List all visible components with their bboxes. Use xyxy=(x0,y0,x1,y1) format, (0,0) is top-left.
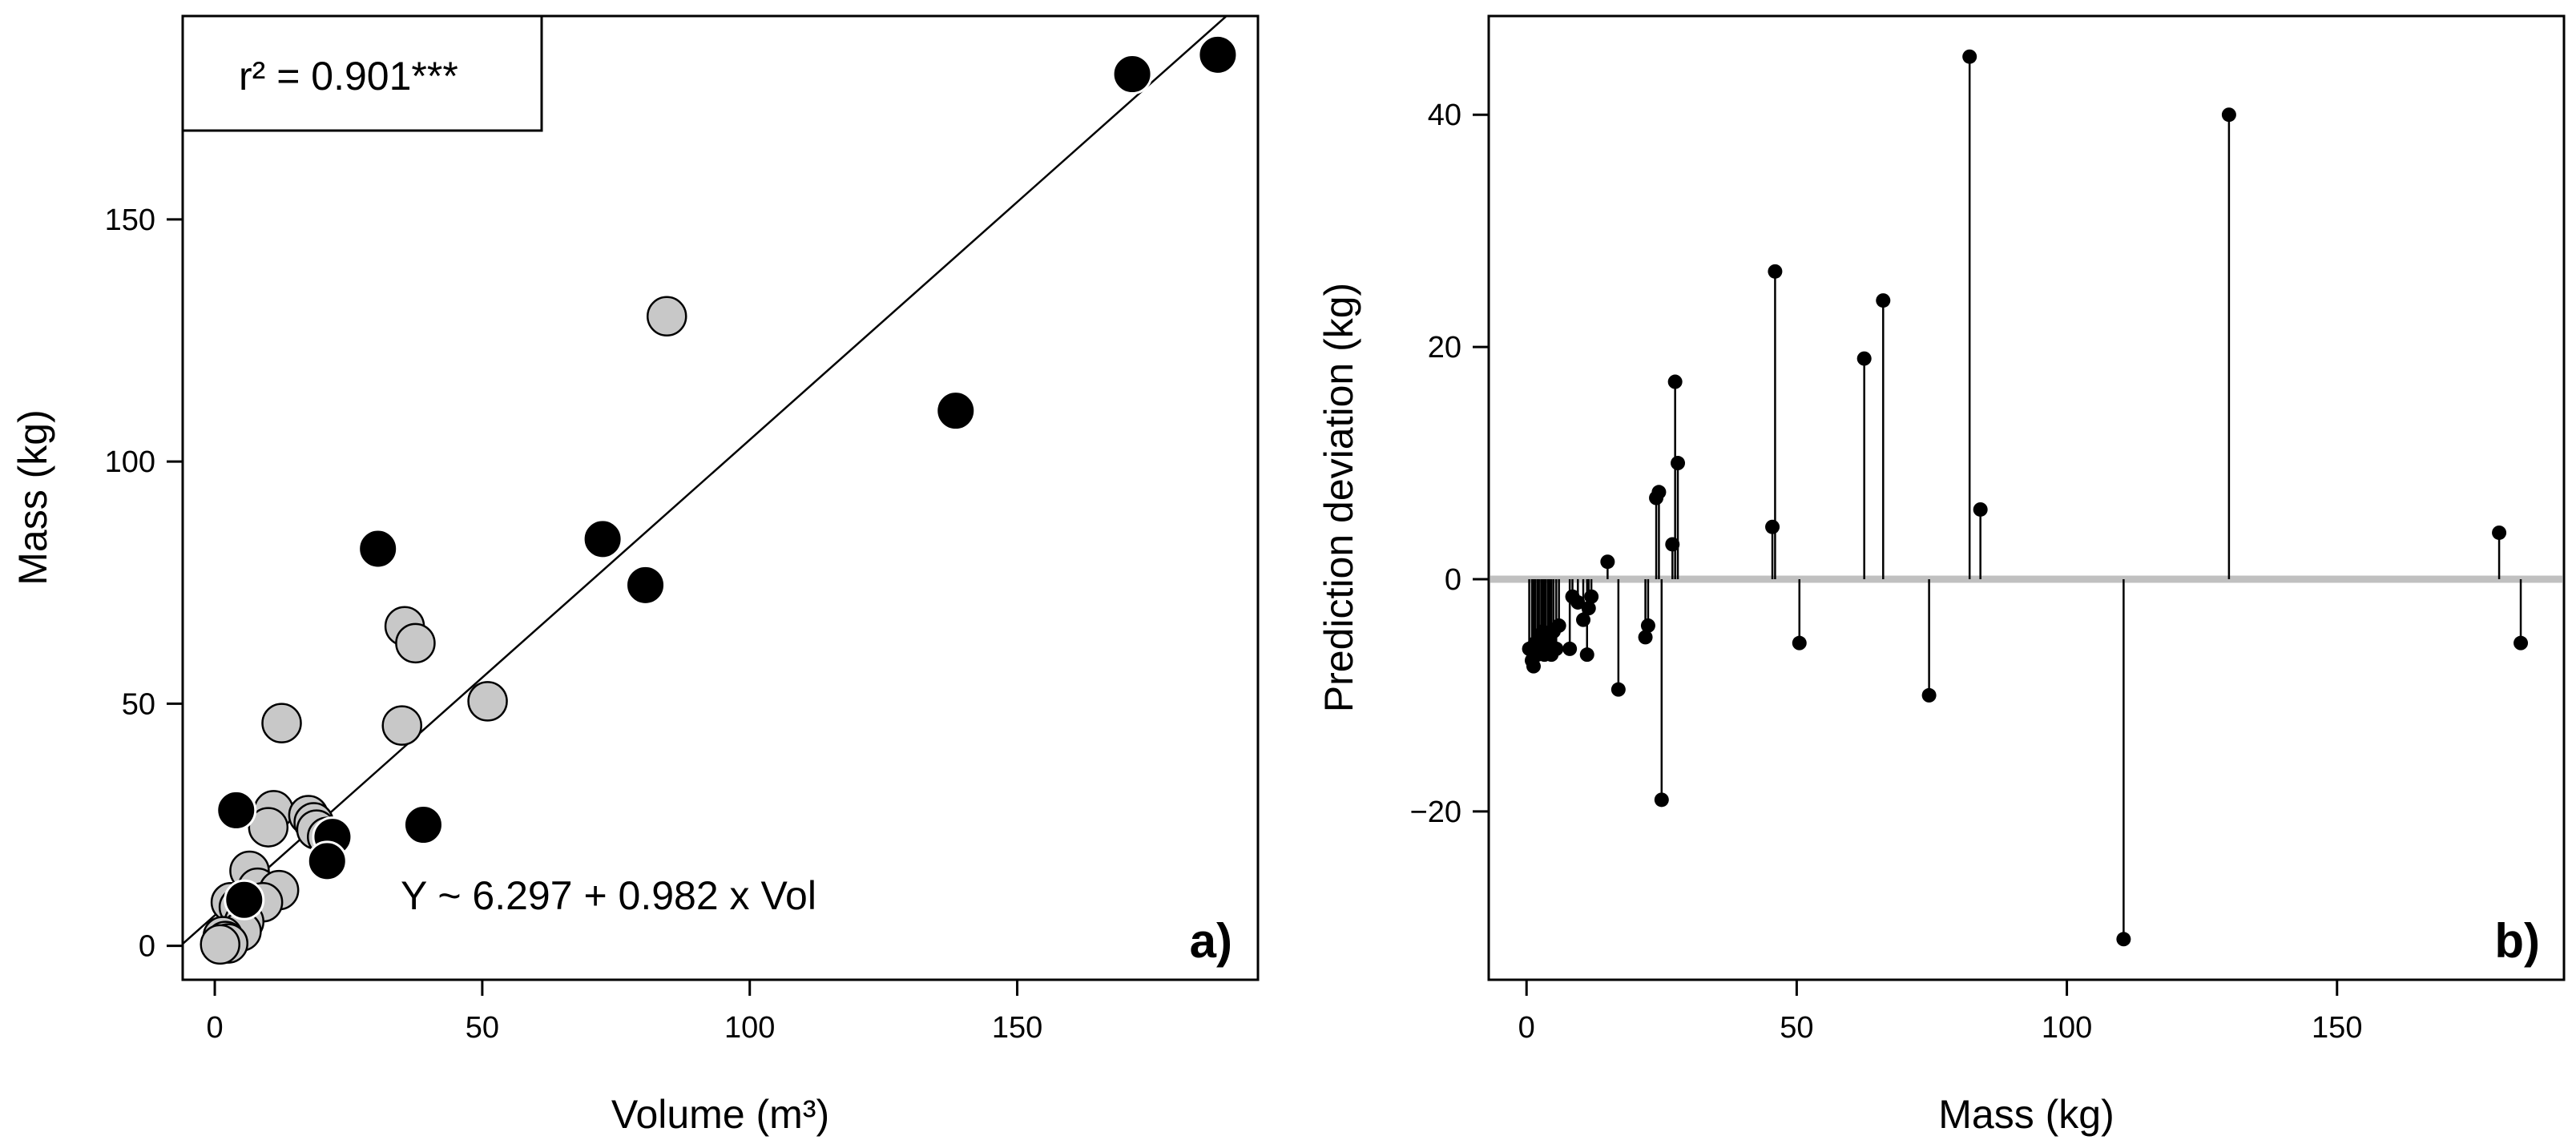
panel-a-point-black xyxy=(625,564,667,606)
panel-a-y-tick-label: 100 xyxy=(105,445,155,479)
panel-b-point xyxy=(1921,687,1937,703)
panel-b-point xyxy=(1562,641,1578,656)
panel-a-x-axis-title: Volume (m³) xyxy=(611,1092,829,1137)
panel-a-point-grey xyxy=(646,296,687,337)
panel-b-point xyxy=(2221,107,2236,123)
panel-b-point xyxy=(1579,647,1594,663)
panel-a-points xyxy=(200,34,1239,965)
panel-a-y-axis: 0 50 100 150 xyxy=(105,203,183,964)
panel-a-x-tick-label: 100 xyxy=(724,1011,775,1045)
panel-b-x-axis: 0 50 100 150 xyxy=(1518,980,2362,1045)
panel-a-y-tick-label: 0 xyxy=(139,930,155,964)
panel-b-x-tick-label: 50 xyxy=(1780,1011,1813,1045)
panel-b-x-tick-label: 100 xyxy=(2042,1011,2092,1045)
panel-b-point xyxy=(1600,554,1615,570)
panel-a-point-grey xyxy=(248,807,289,848)
panel-b-point xyxy=(1665,537,1680,552)
panel-a-x-axis: 0 50 100 150 xyxy=(206,980,1042,1045)
panel-a-point-grey xyxy=(395,622,436,664)
panel-a-point-black xyxy=(306,840,348,882)
panel-b-point xyxy=(1640,618,1655,633)
panel-b-point xyxy=(1549,641,1564,656)
panel-b-point xyxy=(1962,49,1977,64)
panel-b-point xyxy=(1667,374,1683,389)
panel-b-point xyxy=(1654,792,1669,808)
panel-b-y-tick-label: 0 xyxy=(1445,563,1461,597)
panel-a-point-black xyxy=(224,879,265,920)
panel-b-y-tick-label: 20 xyxy=(1428,331,1461,365)
panel-a-point-black xyxy=(935,390,977,432)
panel-a-scatter-plot: 0 50 100 150 0 50 100 150 r² = 0.901*** Y ~ 6.… xyxy=(10,14,1260,1137)
panel-b-tag: b) xyxy=(2494,914,2540,968)
panel-a-y-tick-label: 150 xyxy=(105,203,155,237)
panel-b-point xyxy=(1576,612,1591,627)
panel-a-point-grey xyxy=(261,703,302,743)
panel-b-point xyxy=(1856,351,1872,366)
panel-a-frame xyxy=(181,14,1260,981)
panel-b-point xyxy=(1765,519,1780,534)
panel-b-point xyxy=(2116,932,2131,947)
panel-a-equation-annotation: Y ~ 6.297 + 0.982 x Vol xyxy=(401,873,816,918)
panel-b-point xyxy=(1611,682,1626,697)
panel-b-points xyxy=(1522,49,2529,947)
panel-a-point-grey xyxy=(381,705,422,746)
panel-a-point-black xyxy=(1111,54,1153,95)
panel-a-point-black xyxy=(357,528,399,570)
panel-b-point xyxy=(1768,264,1783,279)
panel-b-y-tick-label: −20 xyxy=(1410,796,1461,829)
panel-a-fit-line xyxy=(183,16,1228,945)
panel-a-y-tick-label: 50 xyxy=(122,687,155,721)
panel-b-point xyxy=(1973,502,1988,517)
panel-b-stems xyxy=(1528,56,2522,940)
panel-b-y-axis-title: Prediction deviation (kg) xyxy=(1316,283,1361,712)
panel-b-point xyxy=(1570,594,1586,610)
panel-a-point-black xyxy=(216,789,257,831)
panel-a-r2-box xyxy=(181,14,543,132)
panel-a-point-grey xyxy=(467,681,508,722)
panel-b-y-tick-label: 40 xyxy=(1428,99,1461,132)
panel-a-point-black xyxy=(402,804,444,846)
panel-b-point xyxy=(1638,630,1653,645)
panel-b-point xyxy=(1584,589,1599,604)
panel-a-x-tick-label: 0 xyxy=(206,1011,223,1045)
panel-b-point xyxy=(1876,293,1891,308)
panel-a-x-tick-label: 150 xyxy=(992,1011,1042,1045)
panel-b-lollipop-plot: 0 50 100 150 −20 0 20 40 b) Mass (kg) Predicti… xyxy=(1316,14,2566,1137)
panel-b-point xyxy=(1581,601,1596,616)
panel-a-point-black xyxy=(1197,34,1239,75)
panel-b-point xyxy=(1651,485,1667,500)
panel-a-point-grey xyxy=(200,924,240,965)
panel-b-y-axis: −20 0 20 40 xyxy=(1410,99,1489,829)
panel-a-fit-line-group xyxy=(183,16,1228,945)
panel-b-point xyxy=(1792,635,1807,651)
panel-a-tag: a) xyxy=(1190,914,1232,968)
panel-b-x-axis-title: Mass (kg) xyxy=(1938,1092,2114,1137)
panel-b-point xyxy=(1671,456,1686,471)
panel-b-x-tick-label: 0 xyxy=(1518,1011,1535,1045)
panel-a-x-tick-label: 50 xyxy=(466,1011,499,1045)
panel-b-point xyxy=(2492,525,2507,540)
panel-b-point xyxy=(2514,635,2529,651)
panel-b-x-tick-label: 150 xyxy=(2312,1011,2362,1045)
panel-b-frame xyxy=(1487,14,2566,981)
panel-a-point-black xyxy=(582,518,623,560)
panel-b-point xyxy=(1551,618,1566,633)
panel-a-r2-annotation: r² = 0.901*** xyxy=(239,54,458,99)
panel-a-y-axis-title: Mass (kg) xyxy=(10,409,55,585)
panel-b-point xyxy=(1526,659,1541,674)
